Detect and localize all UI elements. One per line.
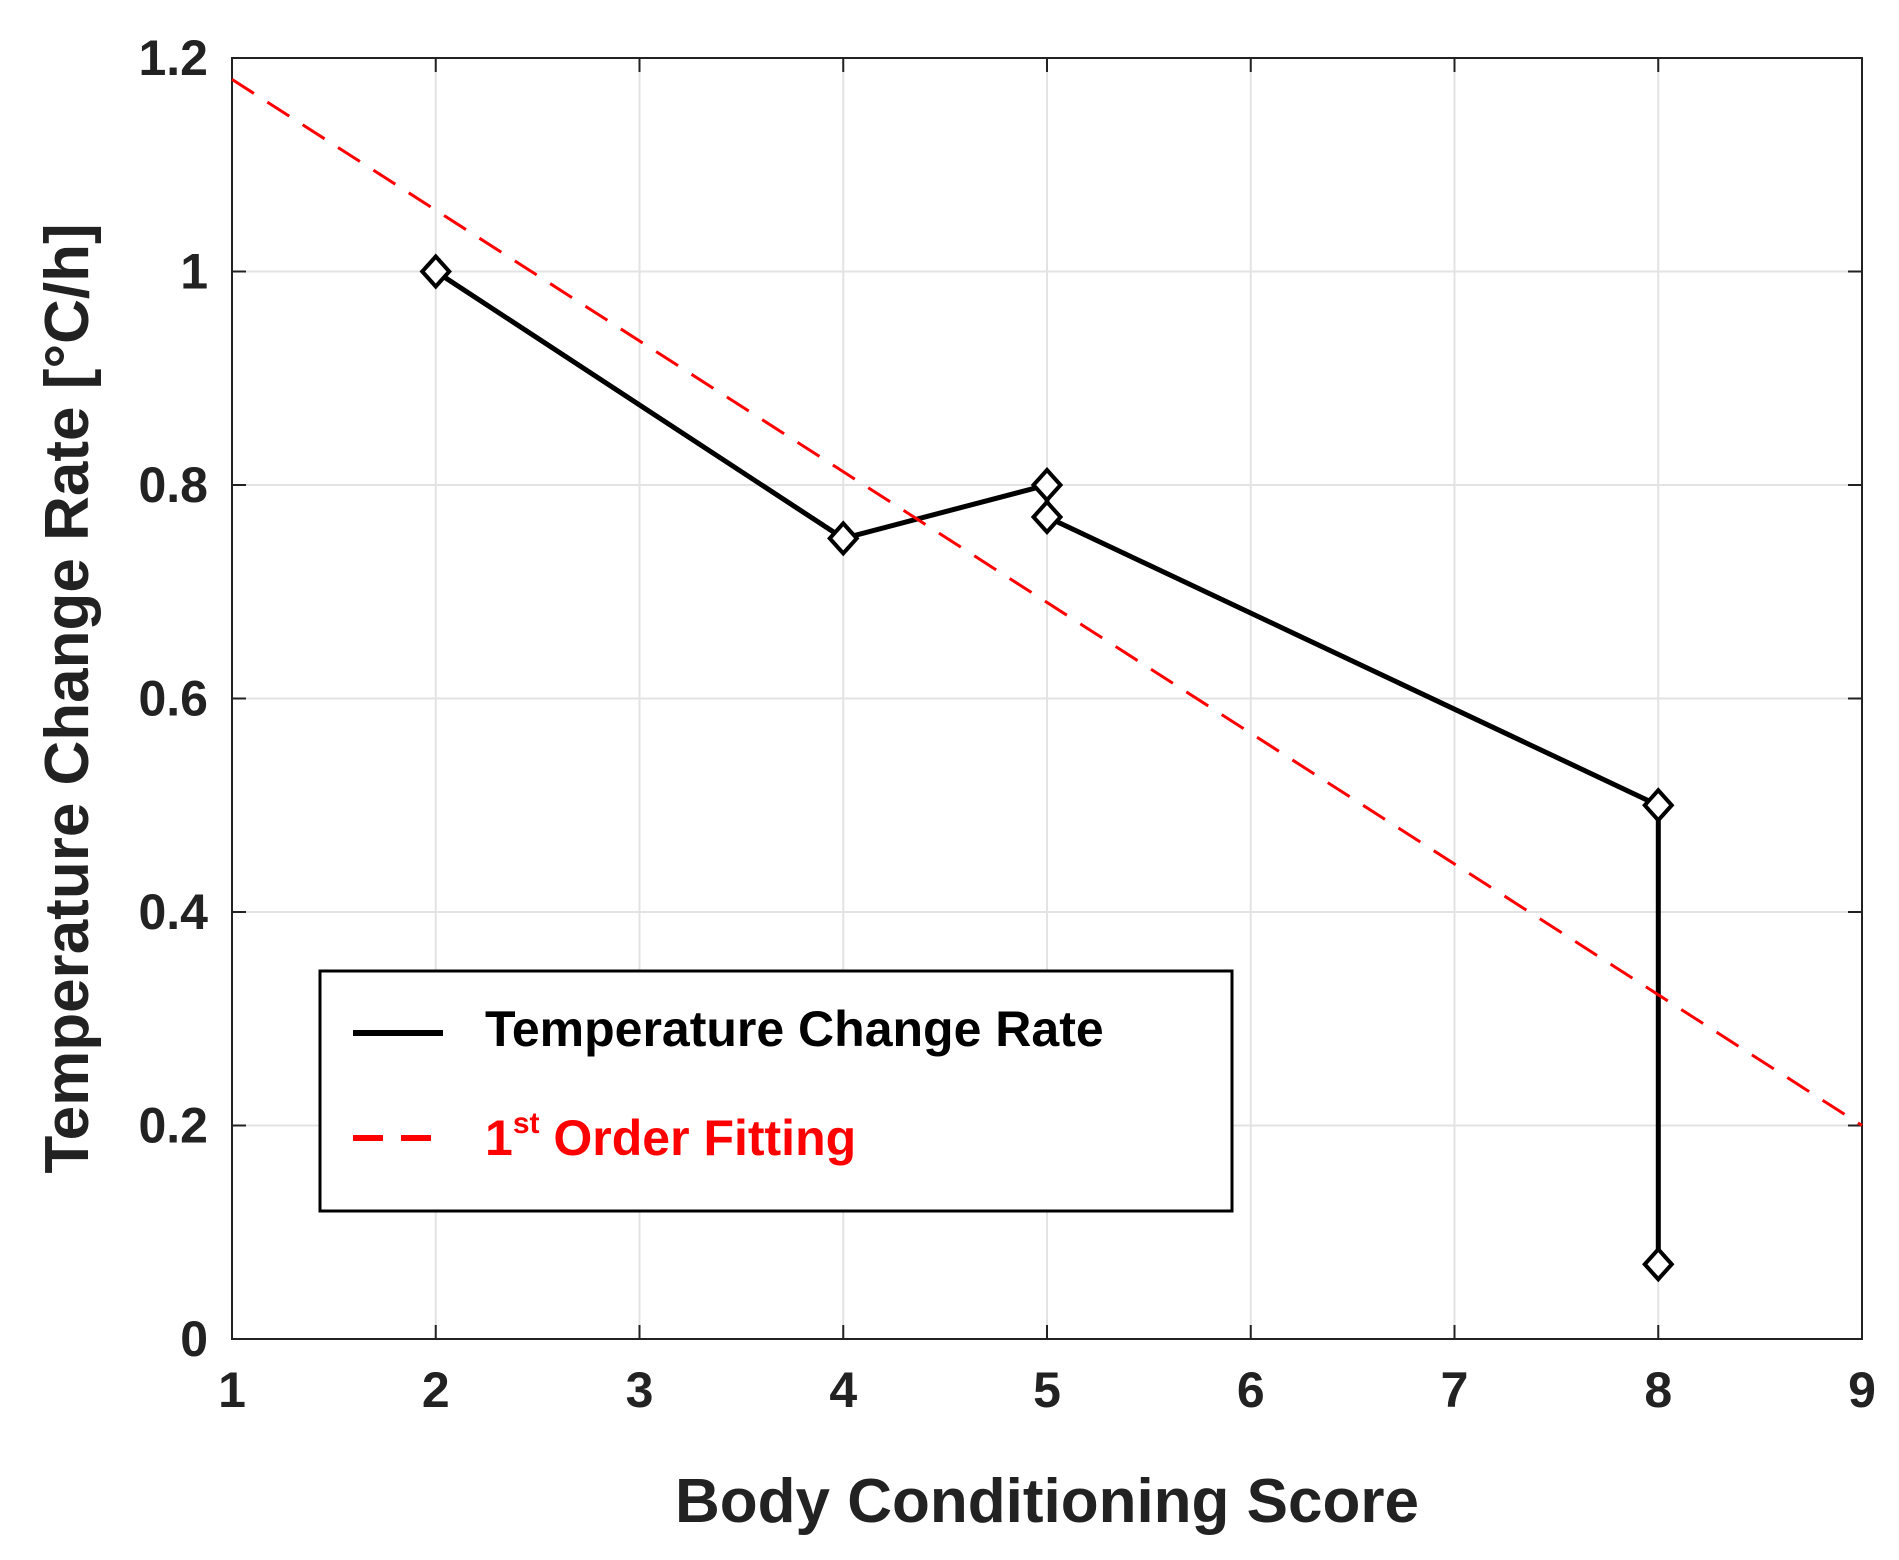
legend: Temperature Change Rate 1st Order Fittin… [318, 969, 1234, 1213]
data-point-marker [419, 253, 452, 290]
x-tick-label: 6 [1237, 1362, 1265, 1418]
y-tick-label: 0 [180, 1311, 208, 1367]
series-group [231, 78, 1863, 1283]
y-tick-label: 0.4 [138, 884, 208, 940]
x-tick-label: 9 [1848, 1362, 1876, 1418]
legend-label-rest: Order Fitting [540, 1110, 857, 1166]
y-tick-label: 0.8 [138, 457, 208, 513]
data-point-marker [827, 520, 860, 557]
data-point-marker [1642, 1246, 1675, 1283]
x-tick-label: 5 [1033, 1362, 1061, 1418]
x-tick-label: 2 [422, 1362, 450, 1418]
legend-label-first-order-fitting: 1st Order Fitting [485, 1107, 856, 1166]
grid-lines [232, 58, 1862, 1339]
x-tick-label: 3 [626, 1362, 654, 1418]
axis-ticks: 1 2 3 4 5 6 7 8 9 0 0.2 0.4 0.6 0.8 1 1.2 [138, 30, 1875, 1418]
y-tick-label: 1 [180, 244, 208, 300]
legend-label-temperature-change-rate: Temperature Change Rate [485, 1001, 1104, 1057]
x-axis-title: Body Conditioning Score [675, 1467, 1419, 1536]
legend-label-main: 1 [485, 1110, 513, 1166]
legend-label-superscript: st [513, 1107, 540, 1140]
x-tick-label: 8 [1644, 1362, 1672, 1418]
data-point-marker [1642, 787, 1675, 824]
y-axis-title: Temperature Change Rate [°C/h] [33, 223, 102, 1173]
y-tick-label: 0.2 [138, 1098, 208, 1154]
x-tick-label: 4 [829, 1362, 857, 1418]
series-line-first-order-fitting [231, 78, 1863, 1127]
data-point-marker [1030, 499, 1064, 536]
x-tick-label: 7 [1441, 1362, 1469, 1418]
y-tick-label: 1.2 [138, 30, 208, 86]
y-tick-label: 0.6 [138, 671, 208, 727]
data-point-marker [1030, 467, 1064, 503]
x-tick-label: 1 [218, 1362, 246, 1418]
legend-box [318, 969, 1234, 1213]
